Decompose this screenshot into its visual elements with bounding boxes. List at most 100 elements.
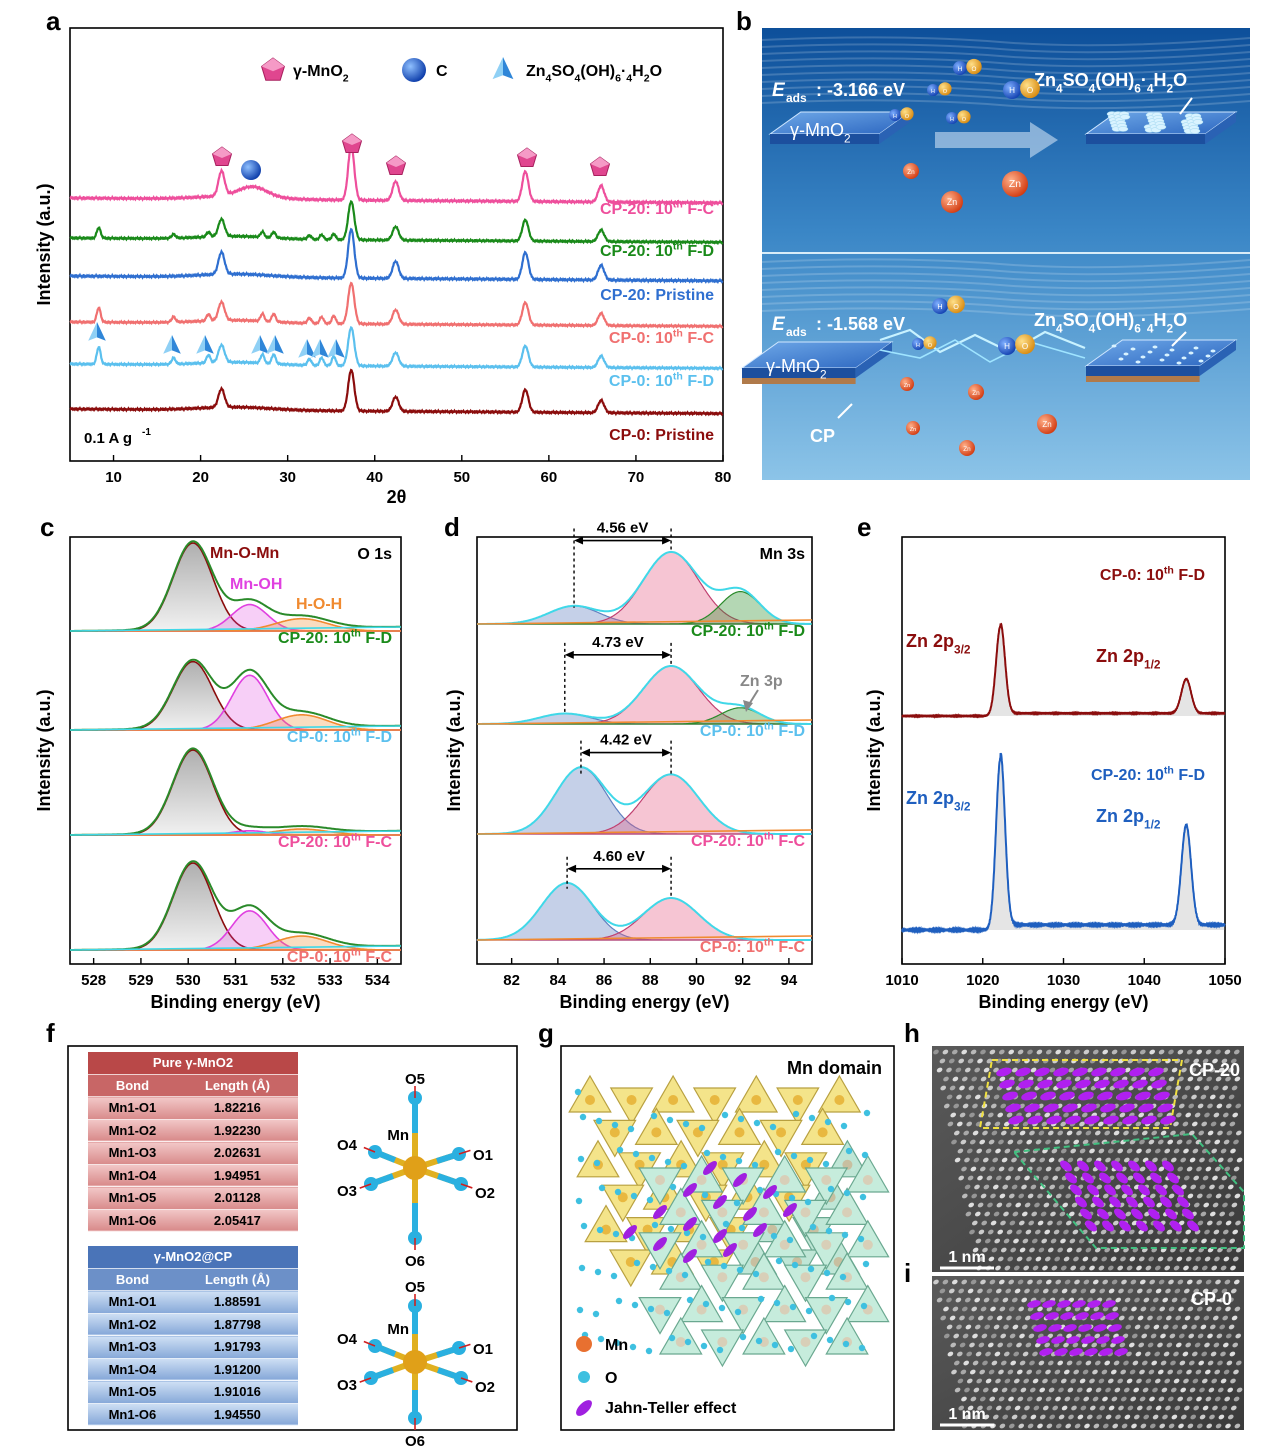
atomic-column xyxy=(1206,1423,1213,1429)
h-atom-label: H xyxy=(950,117,954,123)
atomic-column xyxy=(964,1184,971,1190)
legend-jahn-teller: Jahn-Teller effect xyxy=(605,1400,737,1417)
jahn-teller-marker xyxy=(1065,1172,1077,1184)
green-octahedron xyxy=(742,1252,786,1290)
atomic-column xyxy=(1176,1139,1183,1145)
atomic-column xyxy=(1001,1157,1008,1163)
o-atom-label: O xyxy=(928,343,932,349)
atomic-column xyxy=(1068,1414,1074,1420)
atomic-column xyxy=(1123,1387,1130,1393)
jahn-teller-marker xyxy=(1160,1115,1176,1125)
atomic-column xyxy=(976,1378,983,1384)
baseline-0 xyxy=(69,626,402,632)
atomic-column xyxy=(972,1103,978,1109)
atomic-column xyxy=(1220,1265,1227,1271)
atomic-column xyxy=(1142,1387,1149,1393)
atomic-column xyxy=(972,1333,978,1339)
atomic-column xyxy=(1140,1306,1147,1312)
atomic-column xyxy=(1111,1279,1118,1285)
atomic-column xyxy=(1023,1378,1030,1384)
mn-site xyxy=(668,1095,679,1105)
jahn-teller-marker xyxy=(683,1217,697,1231)
mno2-peak-marker-2-facet xyxy=(386,156,406,167)
atomic-column xyxy=(973,1157,980,1163)
atomic-column xyxy=(1076,1387,1083,1393)
atomic-column xyxy=(1022,1238,1029,1244)
atomic-column xyxy=(1073,1166,1080,1172)
atomic-column xyxy=(1196,1423,1203,1429)
h-atom-3 xyxy=(946,112,958,124)
atomic-column xyxy=(1013,1238,1019,1244)
bond-cell: Mn1-O5 xyxy=(88,1380,177,1404)
atomic-column xyxy=(1178,1220,1185,1226)
o-site xyxy=(615,1297,623,1305)
axes-frame xyxy=(69,27,724,462)
atomic-column xyxy=(988,1256,995,1262)
atomic-column xyxy=(1172,1238,1179,1244)
displacement-arrow-O4 xyxy=(363,1340,376,1347)
zhs-peak-marker-0 xyxy=(97,322,106,341)
atomic-column xyxy=(1154,1238,1160,1244)
atomic-column xyxy=(979,1256,985,1262)
jahn-teller-marker xyxy=(623,1225,637,1239)
atomic-column xyxy=(984,1238,991,1244)
x-tick-label: 40 xyxy=(366,469,383,486)
panel-letter-b: b xyxy=(736,6,752,36)
peak-fill-0 xyxy=(902,623,1225,717)
atomic-column xyxy=(1225,1193,1231,1199)
atomic-column xyxy=(989,1396,996,1402)
chart-title: O 1s xyxy=(357,546,392,563)
series-line-2 xyxy=(69,227,724,284)
atomic-column xyxy=(1220,1121,1226,1127)
mn-site xyxy=(717,1272,728,1283)
atomic-column xyxy=(1123,1157,1130,1163)
table-header: Length (Å) xyxy=(176,1074,298,1097)
atomic-column xyxy=(1025,1112,1032,1118)
atomic-column xyxy=(936,1297,943,1303)
atomic-column xyxy=(1009,1333,1016,1339)
atomic-column xyxy=(1164,1148,1171,1154)
atomic-column xyxy=(1210,1351,1217,1357)
atomic-column xyxy=(974,1324,981,1330)
atomic-column xyxy=(1136,1288,1143,1294)
atomic-column xyxy=(1102,1279,1109,1285)
atomic-column xyxy=(1214,1139,1221,1145)
atomic-column xyxy=(1034,1202,1040,1208)
atomic-column xyxy=(1086,1414,1093,1420)
jahn-teller-marker xyxy=(1059,1091,1075,1101)
atomic-column xyxy=(1225,1076,1231,1082)
table-title: γ-MnO2@CP xyxy=(88,1246,298,1269)
atomic-column xyxy=(1145,1378,1152,1384)
splitting-arrowhead-right-3 xyxy=(662,864,672,873)
zhs-flake xyxy=(1192,119,1204,125)
length-cell: 1.82216 xyxy=(176,1096,298,1120)
pink-polyhedron-icon-facet xyxy=(261,58,285,72)
atomic-column xyxy=(1199,1067,1206,1073)
atomic-column xyxy=(1164,1265,1171,1271)
mn-site xyxy=(717,1159,728,1170)
atomic-column xyxy=(1039,1414,1046,1420)
atomic-column xyxy=(983,1297,990,1303)
atomic-column xyxy=(972,1130,979,1136)
atomic-column xyxy=(1151,1360,1158,1366)
atomic-column xyxy=(1216,1220,1223,1226)
atomic-column xyxy=(1174,1288,1181,1294)
atomic-column xyxy=(1125,1238,1132,1244)
atomic-column xyxy=(1077,1414,1084,1420)
o-site xyxy=(665,1267,673,1275)
atomic-column xyxy=(1168,1049,1174,1055)
atomic-column xyxy=(1234,1076,1241,1082)
atomic-column xyxy=(1202,1405,1209,1411)
atomic-column xyxy=(1212,1405,1218,1411)
atomic-column xyxy=(1044,1256,1051,1262)
table-header: Bond xyxy=(88,1074,177,1097)
atomic-column xyxy=(1118,1405,1124,1411)
atomic-column xyxy=(1228,1211,1235,1217)
atomic-column xyxy=(1172,1324,1179,1330)
jahn-teller-marker xyxy=(1128,1160,1140,1172)
atomic-column xyxy=(1210,1121,1217,1127)
green-octahedron xyxy=(846,1284,890,1323)
mn-site xyxy=(609,1127,620,1138)
jahn-teller-marker xyxy=(1155,1184,1167,1196)
o-site xyxy=(738,1224,746,1232)
